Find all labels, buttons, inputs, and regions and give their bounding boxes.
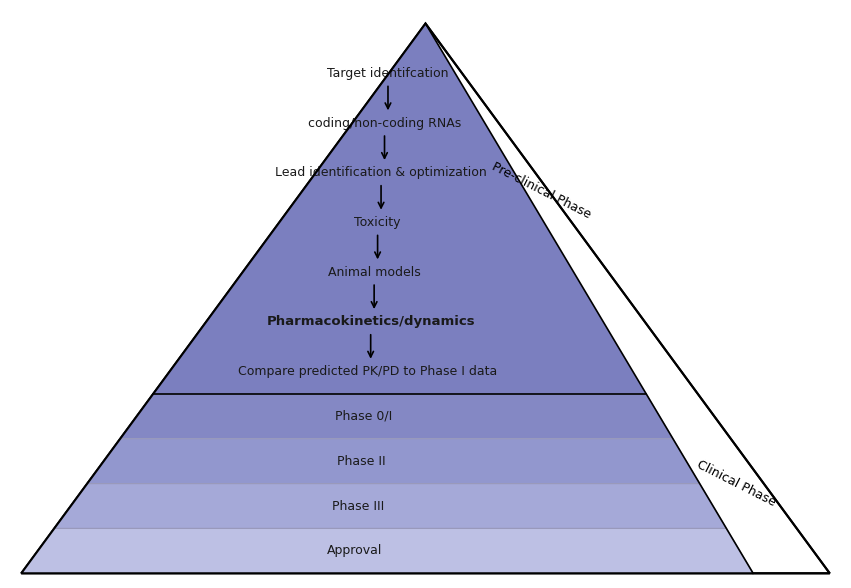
Text: Compare predicted PK/PD to Phase I data: Compare predicted PK/PD to Phase I data [237, 365, 497, 378]
Text: coding/non-coding RNAs: coding/non-coding RNAs [308, 116, 461, 130]
Polygon shape [21, 529, 753, 573]
Polygon shape [21, 24, 830, 573]
Text: Phase 0/I: Phase 0/I [335, 410, 392, 423]
Text: Toxicity: Toxicity [354, 216, 401, 229]
Text: Approval: Approval [327, 544, 382, 557]
Text: Pre-clinical Phase: Pre-clinical Phase [489, 161, 593, 222]
Text: Pharmacokinetics/dynamics: Pharmacokinetics/dynamics [266, 315, 475, 329]
Polygon shape [153, 24, 646, 394]
Text: Target identifcation: Target identifcation [328, 67, 448, 80]
Text: Clinical Phase: Clinical Phase [694, 458, 778, 509]
Text: Phase III: Phase III [332, 500, 384, 513]
Polygon shape [54, 483, 727, 529]
Polygon shape [120, 394, 673, 439]
Text: Animal models: Animal models [328, 266, 420, 279]
Text: Phase II: Phase II [337, 455, 386, 467]
Polygon shape [87, 439, 700, 483]
Text: Lead identification & optimization: Lead identification & optimization [275, 166, 487, 179]
